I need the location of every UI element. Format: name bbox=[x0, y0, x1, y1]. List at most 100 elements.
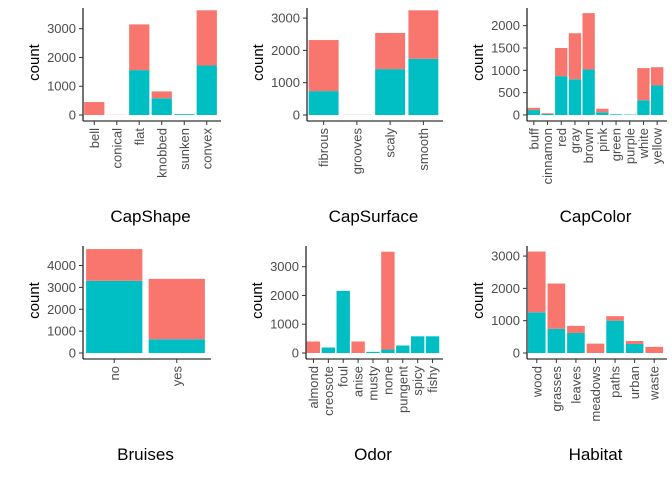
bar-brown-lower bbox=[582, 69, 595, 115]
panel-capcolor: 0 500 1000 1500 2000 buffcinnamonredgraybrown… bbox=[470, 8, 667, 226]
x-tick-label: purple bbox=[622, 128, 637, 164]
x-tick-label: wood bbox=[529, 366, 544, 398]
bar-foul-lower bbox=[336, 290, 350, 353]
x-tick-label: foul bbox=[336, 366, 351, 387]
y-axis-title: count bbox=[26, 281, 43, 319]
y-tick-label: 1000 bbox=[47, 79, 76, 94]
bar-creosote-lower bbox=[321, 347, 336, 353]
bar-yes-upper bbox=[148, 278, 205, 340]
x-tick-label: grasses bbox=[549, 366, 564, 412]
y-tick-label: 3000 bbox=[271, 11, 300, 26]
bar-waste-upper bbox=[645, 346, 664, 353]
x-tick-label: grooves bbox=[349, 128, 364, 175]
bar-convex-upper bbox=[196, 10, 217, 66]
bar-sunken-lower bbox=[174, 114, 195, 115]
bar-gray-upper bbox=[568, 33, 582, 80]
bar-grasses-upper bbox=[547, 283, 566, 329]
x-tick-label: white bbox=[636, 128, 651, 159]
x-tick-label: yes bbox=[169, 366, 184, 387]
y-tick-label: 500 bbox=[498, 85, 520, 100]
x-tick-label: convex bbox=[199, 128, 214, 170]
x-tick-label: fibrous bbox=[316, 128, 331, 168]
bar-cinnamon-upper bbox=[541, 113, 554, 114]
bar-brown-upper bbox=[582, 13, 595, 70]
panel-capsurface: 0 1000 2000 3000 fibrous grooves scaly smooth co… bbox=[250, 8, 443, 226]
y-tick-label: 1000 bbox=[491, 63, 520, 78]
bar-scaly-lower bbox=[375, 69, 406, 115]
y-tick-label: 0 bbox=[513, 346, 520, 361]
bar-cinnamon-lower bbox=[541, 113, 554, 115]
y-tick-label: 3000 bbox=[491, 249, 520, 264]
x-tick-label: smooth bbox=[416, 128, 431, 171]
bar-scaly-upper bbox=[375, 32, 406, 70]
bar-pink-lower bbox=[596, 112, 609, 115]
bar-buff-lower bbox=[527, 110, 541, 115]
y-axis-title: count bbox=[470, 43, 487, 81]
y-tick-label: 4000 bbox=[47, 258, 76, 273]
x-tick-label: scaly bbox=[383, 128, 398, 158]
bar-none-lower bbox=[381, 349, 395, 353]
y-axis-title: count bbox=[249, 281, 266, 319]
bar-fibrous-upper bbox=[308, 40, 339, 92]
panel-capshape: 0 1000 2000 3000 bell conical flat knobbed sunke… bbox=[26, 8, 221, 226]
bar-green-lower bbox=[609, 114, 623, 115]
bar-bell-upper bbox=[84, 102, 105, 115]
bar-leaves-upper bbox=[567, 325, 585, 333]
x-tick-label: gray bbox=[567, 128, 582, 154]
bar-knobbed-lower bbox=[151, 98, 172, 115]
y-tick-label: 3000 bbox=[47, 280, 76, 295]
x-tick-label: spicy bbox=[410, 366, 425, 396]
bar-urban-upper bbox=[625, 341, 644, 344]
bar-flat-lower bbox=[129, 70, 150, 115]
x-tick-label: sunken bbox=[177, 128, 192, 170]
x-tick-label: buff bbox=[526, 128, 541, 150]
bar-no-upper bbox=[86, 249, 143, 281]
x-tick-label: brown bbox=[581, 128, 596, 163]
y-axis-title: count bbox=[470, 281, 487, 319]
y-tick-label: 1000 bbox=[270, 317, 299, 332]
y-tick-label: 1000 bbox=[491, 313, 520, 328]
y-tick-label: 1000 bbox=[271, 75, 300, 90]
x-tick-label: knobbed bbox=[154, 128, 169, 178]
y-tick-label: 2000 bbox=[47, 50, 76, 65]
bar-fishy-lower bbox=[425, 336, 440, 353]
x-tick-label: fishy bbox=[425, 366, 440, 393]
bar-wood-lower bbox=[527, 312, 546, 353]
x-tick-label: no bbox=[107, 366, 122, 380]
x-tick-label: waste bbox=[647, 366, 662, 401]
y-tick-label: 2000 bbox=[270, 288, 299, 303]
bar-yellow-lower bbox=[650, 85, 664, 115]
bar-red-lower bbox=[555, 76, 568, 115]
y-tick-label: 2000 bbox=[491, 281, 520, 296]
bar-buff-upper bbox=[527, 107, 541, 111]
bar-smooth-lower bbox=[408, 58, 439, 115]
x-axis-title: CapColor bbox=[560, 207, 632, 226]
x-tick-label: meadows bbox=[588, 366, 603, 422]
bar-no-lower bbox=[86, 280, 143, 353]
panel-habitat: 0 1000 2000 3000 wood grasses leaves meadows pat… bbox=[470, 246, 667, 464]
x-tick-label: pungent bbox=[395, 366, 410, 413]
x-axis-title: CapSurface bbox=[329, 207, 419, 226]
y-tick-label: 1500 bbox=[491, 40, 520, 55]
y-tick-label: 2000 bbox=[491, 18, 520, 33]
x-tick-label: almond bbox=[306, 366, 321, 409]
bar-leaves-lower bbox=[567, 332, 585, 353]
bar-convex-lower bbox=[196, 65, 217, 115]
bar-paths-upper bbox=[606, 316, 624, 321]
bar-smooth-upper bbox=[408, 10, 439, 59]
bar-none-upper bbox=[381, 251, 395, 350]
x-tick-label: pink bbox=[595, 128, 610, 152]
bar-red-upper bbox=[555, 47, 568, 77]
y-tick-label: 2000 bbox=[271, 43, 300, 58]
bar-white-lower bbox=[637, 100, 650, 115]
bar-knobbed-upper bbox=[151, 91, 172, 99]
bar-gray-lower bbox=[568, 79, 582, 115]
bar-pink-upper bbox=[596, 108, 609, 113]
y-tick-label: 0 bbox=[293, 108, 300, 123]
bar-urban-lower bbox=[625, 343, 644, 353]
y-tick-label: 3000 bbox=[270, 259, 299, 274]
panel-odor: 0 1000 2000 3000 almond creosote foul anise must… bbox=[249, 246, 443, 464]
bar-white-upper bbox=[637, 68, 650, 101]
bar-spicy-lower bbox=[410, 336, 425, 353]
x-tick-label: musty bbox=[366, 366, 381, 401]
